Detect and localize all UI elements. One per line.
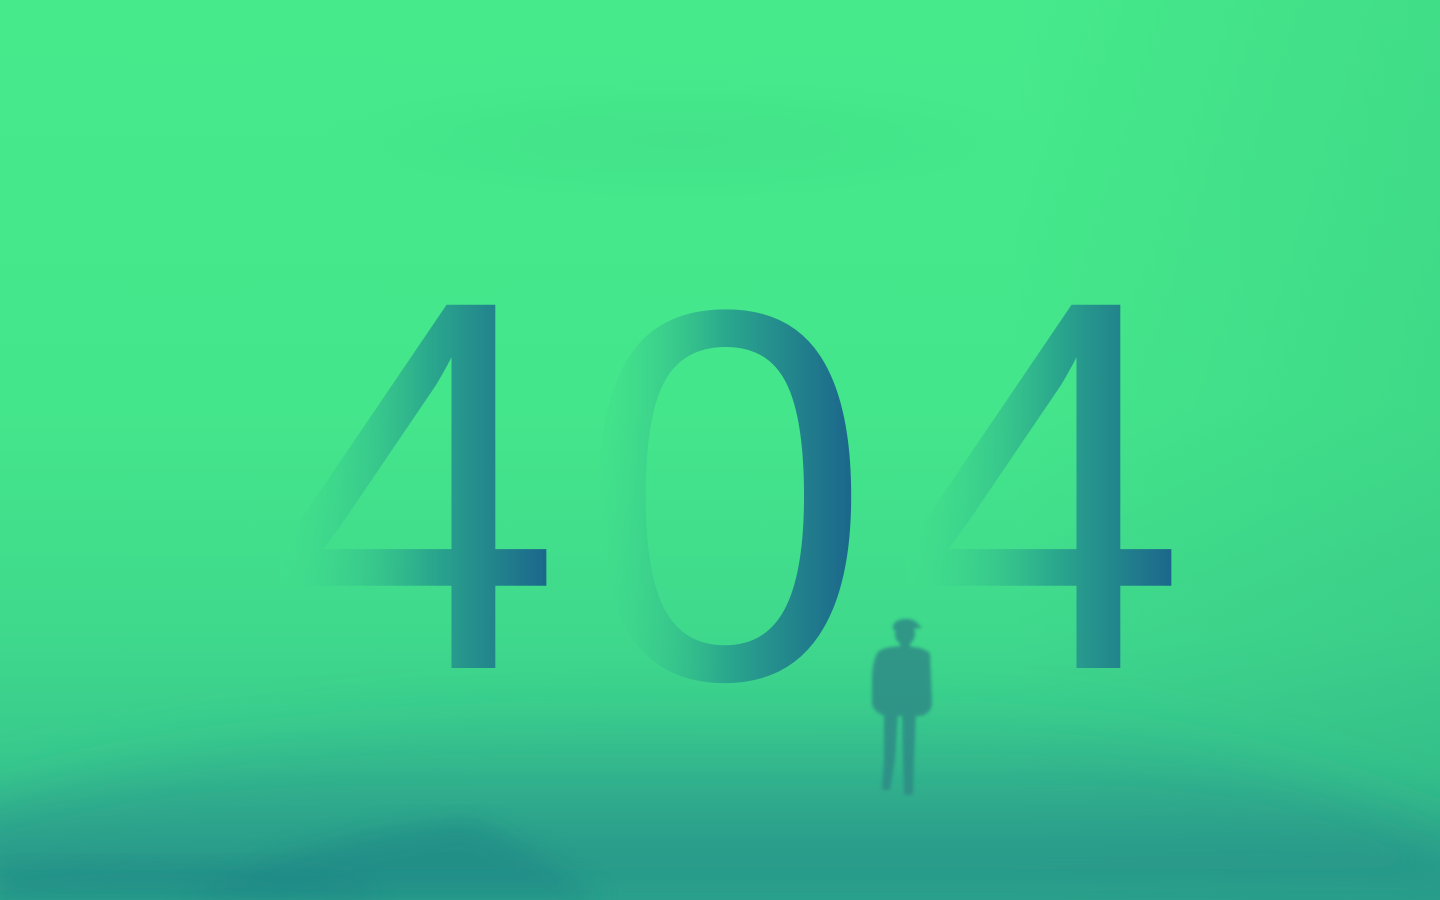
digit-zero: 0 xyxy=(578,200,872,790)
digit-four-left: 4 xyxy=(268,190,562,780)
digit-four-right: 4 xyxy=(893,190,1187,780)
